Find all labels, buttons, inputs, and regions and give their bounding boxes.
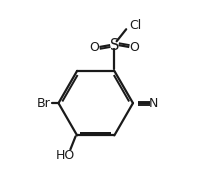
Text: O: O [129, 40, 139, 53]
Text: N: N [149, 97, 158, 110]
Text: S: S [110, 38, 119, 53]
Text: Br: Br [37, 97, 51, 110]
Text: Cl: Cl [129, 19, 141, 32]
Text: HO: HO [56, 149, 75, 162]
Text: O: O [89, 40, 99, 53]
